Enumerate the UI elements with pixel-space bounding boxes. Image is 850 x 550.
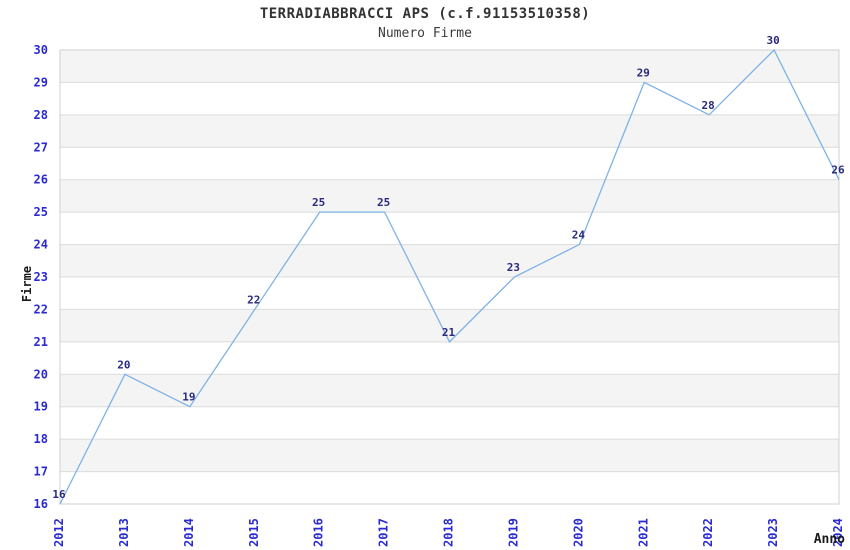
x-tick-label: 2017 [377, 518, 391, 547]
x-tick-label: 2012 [52, 518, 66, 547]
x-tick-label: 2016 [312, 518, 326, 547]
y-tick-label: 16 [34, 497, 48, 511]
x-tick-label: 2024 [831, 518, 845, 547]
data-label: 16 [52, 488, 66, 501]
plot-band [60, 50, 839, 83]
x-tick-label: 2013 [117, 518, 131, 547]
y-tick-label: 21 [34, 335, 48, 349]
data-label: 28 [702, 99, 715, 112]
data-label: 25 [312, 196, 325, 209]
data-label: 30 [766, 34, 779, 47]
y-tick-label: 23 [34, 270, 48, 284]
x-tick-label: 2020 [571, 518, 585, 547]
x-tick-label: 2014 [182, 518, 196, 547]
plot-border [59, 49, 840, 505]
y-tick-label: 22 [34, 302, 48, 316]
y-tick-label: 19 [34, 400, 48, 414]
data-label: 22 [247, 293, 260, 306]
data-label: 20 [117, 358, 130, 371]
chart-title: TERRADIABBRACCI APS (c.f.91153510358) [259, 6, 591, 22]
data-label: 23 [507, 261, 520, 274]
y-tick-label: 29 [34, 75, 48, 89]
data-label: 21 [442, 326, 456, 339]
plot-band [60, 439, 839, 472]
data-label: 29 [637, 66, 650, 79]
plot-band [60, 179, 839, 213]
plot-band [60, 244, 839, 277]
y-tick-label: 20 [34, 367, 48, 381]
x-tick-label: 2022 [701, 518, 715, 547]
data-label: 25 [377, 196, 390, 209]
y-tick-label: 25 [34, 205, 48, 219]
x-tick-label: 2019 [506, 518, 520, 547]
y-tick-label: 27 [34, 140, 48, 154]
plot-band [60, 374, 839, 407]
x-tick-label: 2021 [636, 518, 650, 547]
y-axis-title: Firme [20, 265, 34, 303]
x-tick-label: 2015 [247, 518, 261, 547]
chart-subtitle: Numero Firme [378, 26, 472, 41]
y-tick-label: 30 [34, 43, 48, 57]
data-label: 26 [831, 164, 845, 177]
y-tick-label: 26 [34, 173, 48, 187]
y-tick-label: 24 [34, 238, 48, 252]
y-tick-label: 17 [34, 465, 48, 479]
plot-band [60, 309, 839, 342]
data-label: 24 [572, 229, 586, 242]
series-line [59, 48, 840, 505]
x-axis-title: Anno [813, 532, 845, 547]
plot-band [60, 114, 839, 148]
data-label: 19 [182, 391, 195, 404]
x-tick-label: 2023 [766, 518, 780, 547]
x-tick-label: 2018 [442, 518, 456, 547]
y-tick-label: 18 [34, 432, 48, 446]
y-tick-label: 28 [34, 108, 48, 122]
